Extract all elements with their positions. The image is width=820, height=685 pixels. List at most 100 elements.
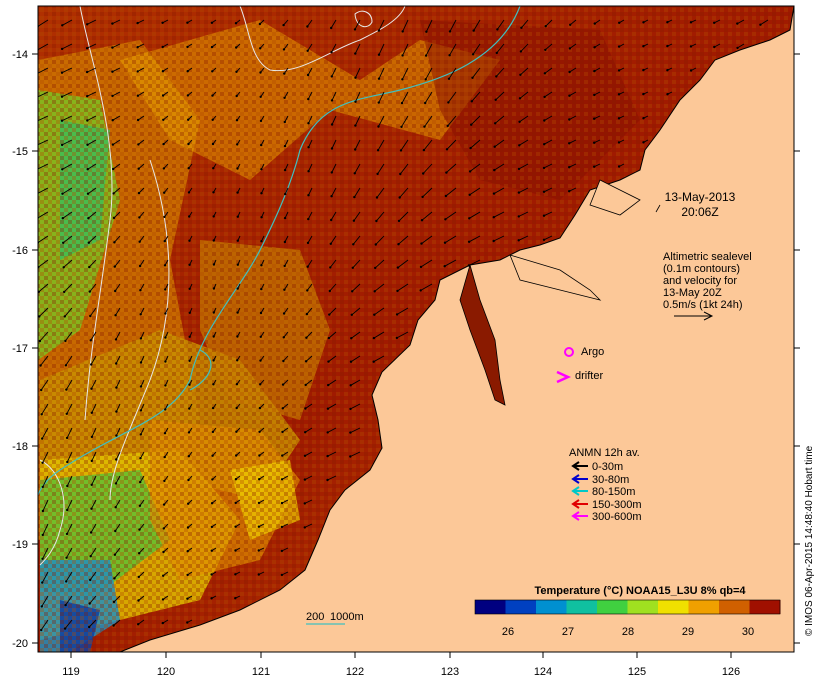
- velocity-arrow: [42, 451, 49, 464]
- velocity-arrow-head: [65, 556, 68, 559]
- velocity-arrow-head: [235, 383, 239, 386]
- velocity-arrow-head: [353, 172, 356, 175]
- velocity-arrow-head: [375, 219, 378, 223]
- velocity-arrow-head: [353, 28, 357, 31]
- velocity-arrow-head: [235, 94, 238, 98]
- velocity-arrow: [396, 331, 409, 339]
- velocity-arrow-head: [187, 455, 190, 458]
- velocity-arrow-head: [260, 264, 263, 267]
- velocity-arrow-head: [139, 313, 142, 316]
- velocity-arrow-head: [188, 239, 191, 242]
- velocity-arrow-head: [280, 573, 284, 577]
- velocity-arrow-head: [210, 525, 214, 529]
- velocity-arrow: [399, 187, 409, 198]
- velocity-arrow-head: [306, 265, 309, 268]
- velocity-arrow: [112, 115, 121, 121]
- velocity-arrow-head: [88, 602, 91, 605]
- velocity-arrow: [114, 235, 121, 243]
- velocity-arrow-head: [330, 218, 333, 222]
- velocity-arrow: [41, 595, 49, 607]
- velocity-arrow-head: [469, 146, 472, 150]
- velocity-arrow-head: [86, 168, 89, 171]
- velocity-arrow-head: [281, 407, 284, 410]
- velocity-arrow-head: [420, 242, 423, 245]
- velocity-arrow: [305, 355, 313, 362]
- velocity-arrow-head: [354, 148, 357, 151]
- velocity-arrow-head: [330, 123, 334, 126]
- velocity-arrow-head: [448, 54, 451, 57]
- velocity-arrow-head: [259, 95, 262, 99]
- velocity-arrow-head: [260, 240, 263, 243]
- velocity-arrow-head: [306, 73, 310, 77]
- velocity-arrow: [41, 571, 49, 583]
- altimetry-line: (0.1m contours): [663, 263, 740, 275]
- velocity-arrow: [113, 595, 121, 603]
- velocity-arrow-head: [211, 430, 215, 434]
- velocity-arrow-head: [115, 410, 118, 413]
- velocity-arrow-head: [424, 54, 428, 57]
- velocity-arrow-head: [234, 573, 237, 576]
- velocity-arrow: [569, 163, 577, 168]
- velocity-arrow: [445, 211, 457, 220]
- velocity-arrow: [447, 115, 457, 127]
- velocity-arrow-head: [280, 549, 284, 553]
- velocity-arrow-head: [666, 69, 669, 72]
- velocity-arrow: [470, 115, 481, 126]
- velocity-arrow: [521, 19, 529, 29]
- lat-tick-label: -18: [12, 441, 28, 453]
- lat-axis: -14 -15 -16 -17 -18 -19 -20: [12, 49, 800, 650]
- velocity-arrow-head: [492, 216, 495, 219]
- velocity-arrow-head: [283, 216, 287, 220]
- velocity-arrow: [449, 43, 457, 56]
- velocity-arrow-head: [593, 165, 596, 168]
- velocity-arrow: [87, 91, 97, 97]
- velocity-arrow-head: [374, 243, 377, 246]
- velocity-arrow-head: [64, 364, 68, 367]
- velocity-arrow-head: [281, 383, 285, 386]
- velocity-arrow-head: [186, 621, 189, 624]
- velocity-arrow-head: [138, 528, 141, 531]
- velocity-arrow-head: [115, 386, 118, 389]
- velocity-arrow-head: [519, 50, 523, 53]
- velocity-arrow: [307, 259, 313, 267]
- velocity-arrow: [307, 91, 313, 100]
- velocity-arrow: [331, 67, 337, 77]
- lon-tick-label: 126: [722, 666, 740, 678]
- velocity-arrow: [354, 163, 361, 174]
- velocity-arrow-head: [568, 118, 571, 121]
- velocity-arrow-head: [64, 603, 67, 607]
- velocity-arrow-head: [62, 241, 65, 244]
- velocity-arrow: [494, 163, 505, 171]
- velocity-arrow-head: [399, 172, 402, 176]
- velocity-arrow-head: [307, 217, 310, 221]
- velocity-arrow-head: [137, 191, 141, 195]
- velocity-arrow: [66, 403, 73, 415]
- velocity-arrow-head: [736, 22, 739, 25]
- velocity-arrow-head: [542, 214, 546, 217]
- velocity-arrow: [519, 139, 529, 146]
- velocity-arrow-head: [61, 168, 64, 171]
- velocity-arrow-head: [283, 120, 286, 124]
- velocity-arrow-head: [377, 29, 381, 32]
- velocity-arrow-head: [401, 54, 404, 57]
- velocity-arrow: [425, 19, 433, 32]
- velocity-arrow: [495, 91, 505, 101]
- velocity-arrow-head: [64, 339, 67, 343]
- velocity-arrow-head: [187, 142, 190, 146]
- velocity-arrow: [38, 115, 49, 122]
- velocity-arrow-head: [258, 454, 261, 457]
- velocity-arrow-head: [235, 70, 238, 74]
- drifter-chevron-icon: [556, 370, 572, 384]
- colorbar-swatch: [536, 600, 567, 614]
- velocity-arrow-head: [139, 480, 142, 484]
- velocity-arrow: [375, 235, 385, 245]
- velocity-arrow-head: [471, 53, 475, 56]
- velocity-arrow-head: [236, 167, 239, 170]
- colorbar-swatch: [688, 600, 720, 614]
- velocity-arrow-head: [90, 507, 93, 510]
- velocity-arrow-head: [306, 289, 309, 292]
- velocity-arrow-head: [568, 142, 571, 145]
- velocity-arrow-head: [113, 265, 117, 268]
- map-frame: [37, 5, 795, 653]
- anmn-legend-item: 80-150m: [571, 486, 635, 498]
